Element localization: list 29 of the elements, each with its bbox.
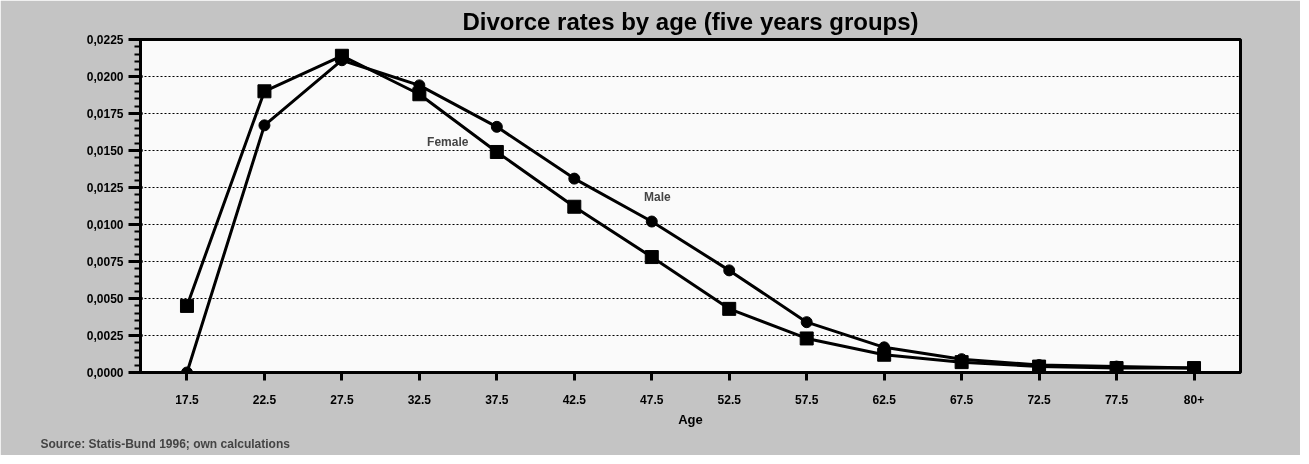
source-note: Source: Statis-Bund 1996; own calculations [40,436,291,451]
y-tick-label: 0,0100 [86,218,124,232]
x-tick-label: 22.5 [252,392,277,407]
series-label: Female [427,135,469,150]
y-tick-label: 0,0125 [86,181,124,195]
chart-title: Divorce rates by age (five years groups) [462,7,919,35]
x-tick-label: 17.5 [175,392,199,407]
y-tick-label: 0,0200 [86,70,124,84]
y-tick-label: 0,0150 [86,144,124,158]
x-tick-label: 67.5 [949,392,974,407]
y-tick-label: 0,0175 [86,107,124,121]
x-tick-label: 32.5 [407,392,432,407]
x-tick-label: 52.5 [717,392,742,407]
x-axis-title: Age [678,411,703,427]
y-tick-label: 0,0075 [86,255,124,269]
y-tick-label: 0,0025 [86,329,124,343]
series-label: Male [644,189,672,204]
x-tick-label: 42.5 [562,392,587,407]
x-tick-label: 80+ [1183,392,1205,407]
y-tick-label: 0,0225 [86,33,124,47]
x-tick-label: 72.5 [1027,392,1052,407]
x-tick-label: 37.5 [485,392,509,407]
x-tick-label: 47.5 [640,392,664,407]
x-tick-label: 62.5 [872,392,897,407]
x-tick-label: 27.5 [330,392,354,407]
y-tick-label: 0,0050 [86,292,124,306]
y-tick-label: 0,0000 [86,366,124,380]
x-tick-label: 77.5 [1104,392,1129,407]
x-tick-label: 57.5 [795,392,819,407]
